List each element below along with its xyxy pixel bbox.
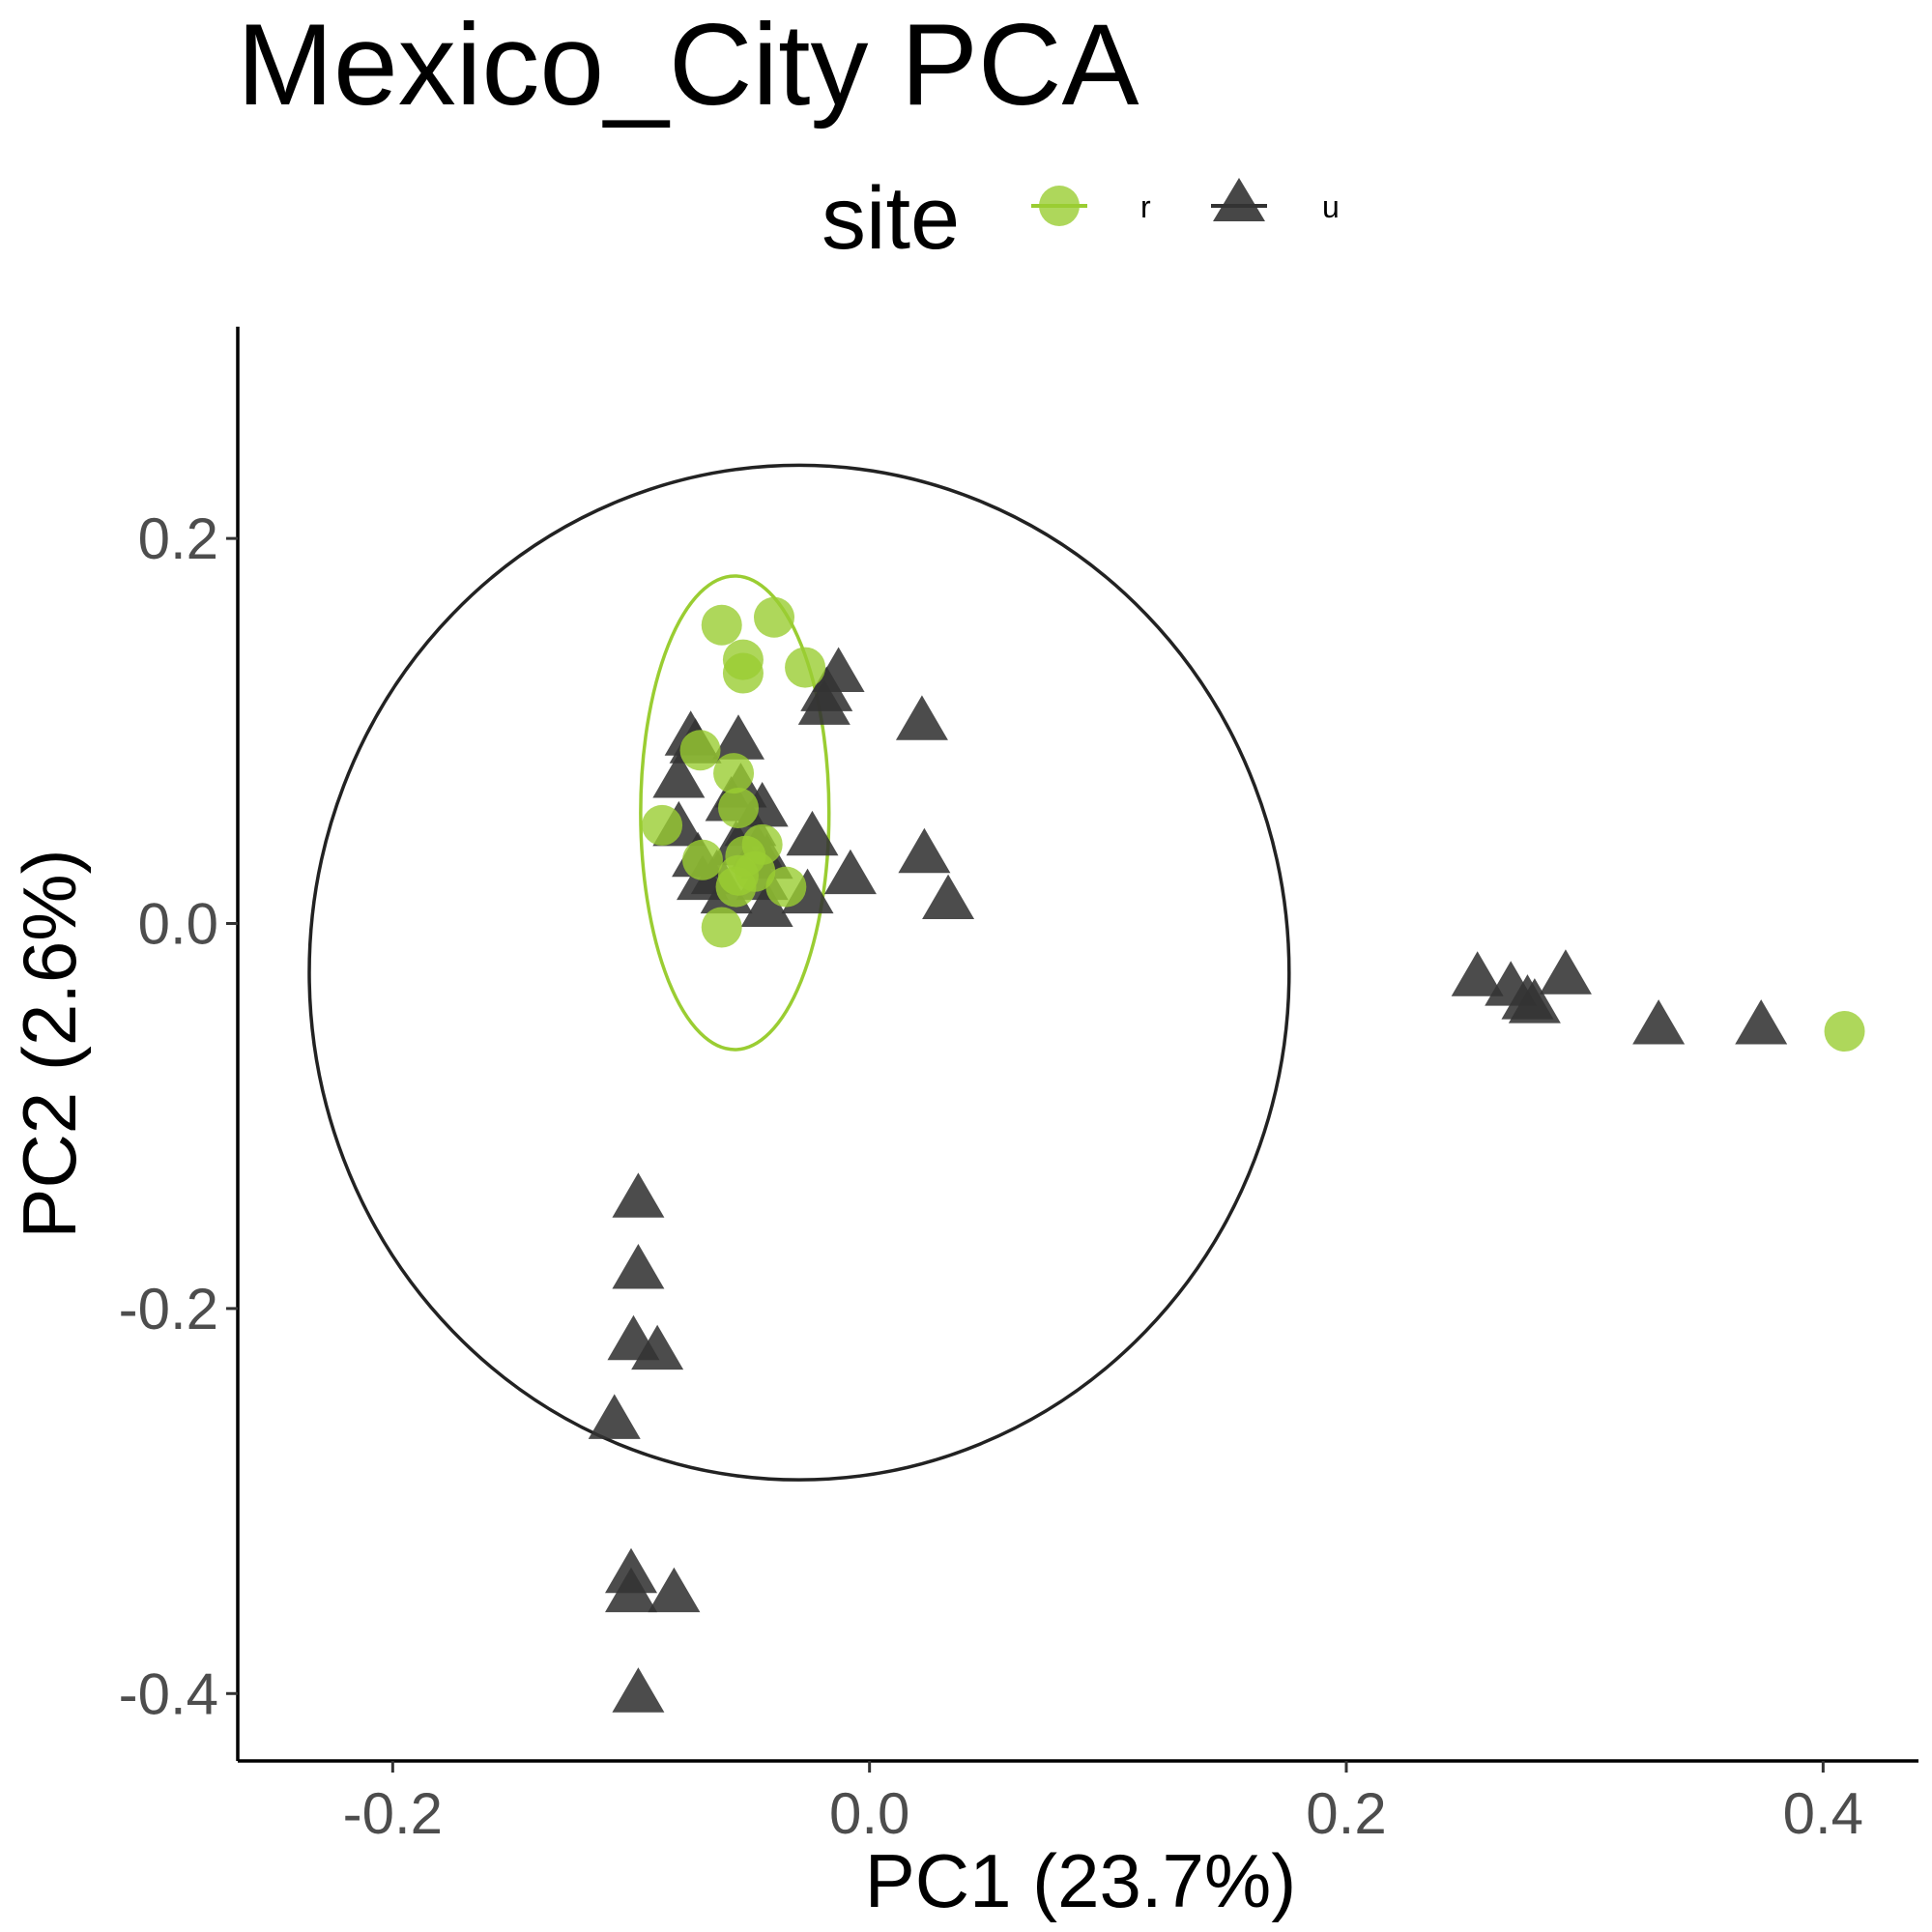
point-r <box>642 804 683 846</box>
y-tick-label: -0.4 <box>119 1661 218 1726</box>
point-u <box>652 753 706 798</box>
y-axis-title: PC2 (2.6%) <box>7 849 92 1238</box>
point-r <box>701 604 742 646</box>
x-axis-ticks: -0.2 0.0 0.2 0.4 <box>343 1761 1863 1846</box>
legend-r-label: r <box>1140 189 1151 224</box>
point-r <box>785 647 826 688</box>
point-r <box>718 787 759 828</box>
point-u <box>922 874 975 920</box>
y-tick-label: 0.0 <box>138 892 218 957</box>
legend-u-label: u <box>1322 189 1340 224</box>
point-u <box>740 881 793 928</box>
point-u <box>898 827 951 874</box>
chart-title: Mexico_City PCA <box>237 0 1139 130</box>
x-tick-label: 0.0 <box>829 1781 909 1846</box>
point-r <box>682 839 723 880</box>
point-u <box>1632 999 1686 1045</box>
x-tick-label: 0.2 <box>1306 1781 1386 1846</box>
point-u <box>648 1567 701 1613</box>
point-u <box>631 1324 684 1370</box>
legend: site r u <box>822 169 1340 268</box>
y-axis-ticks: -0.4 -0.2 0.0 0.2 <box>119 506 238 1726</box>
legend-title: site <box>822 169 960 268</box>
point-r <box>713 753 755 794</box>
point-u <box>1735 999 1788 1045</box>
plot-area <box>307 463 1865 1713</box>
point-u <box>612 1244 665 1289</box>
confidence-ellipse-r <box>639 574 831 1052</box>
point-u <box>797 679 851 725</box>
confidence-ellipse-u <box>307 463 1291 1482</box>
point-r <box>722 652 764 694</box>
point-u <box>895 695 948 740</box>
point-r <box>715 866 757 908</box>
point-r <box>765 866 807 908</box>
point-u <box>612 1172 665 1218</box>
point-r <box>1824 1011 1865 1053</box>
point-r <box>701 907 742 948</box>
point-r <box>754 596 794 638</box>
x-axis-title: PC1 (23.7%) <box>865 1838 1297 1923</box>
point-u <box>1539 949 1592 995</box>
point-u <box>1508 978 1561 1024</box>
point-r <box>679 730 721 771</box>
point-u <box>605 1567 657 1613</box>
legend-entry-u: u <box>1211 178 1340 224</box>
x-tick-label: -0.2 <box>343 1781 443 1846</box>
legend-u-triangle-icon <box>1213 178 1265 221</box>
point-u <box>1451 951 1504 996</box>
y-tick-label: 0.2 <box>138 506 218 571</box>
point-u <box>588 1394 641 1439</box>
point-u <box>786 810 839 856</box>
x-tick-label: 0.4 <box>1783 1781 1863 1846</box>
point-u <box>712 714 764 760</box>
y-tick-label: -0.2 <box>119 1277 218 1341</box>
legend-entry-r: r <box>1031 186 1151 226</box>
legend-r-circle-icon <box>1039 186 1080 226</box>
point-u <box>612 1667 665 1713</box>
point-u <box>823 849 877 895</box>
